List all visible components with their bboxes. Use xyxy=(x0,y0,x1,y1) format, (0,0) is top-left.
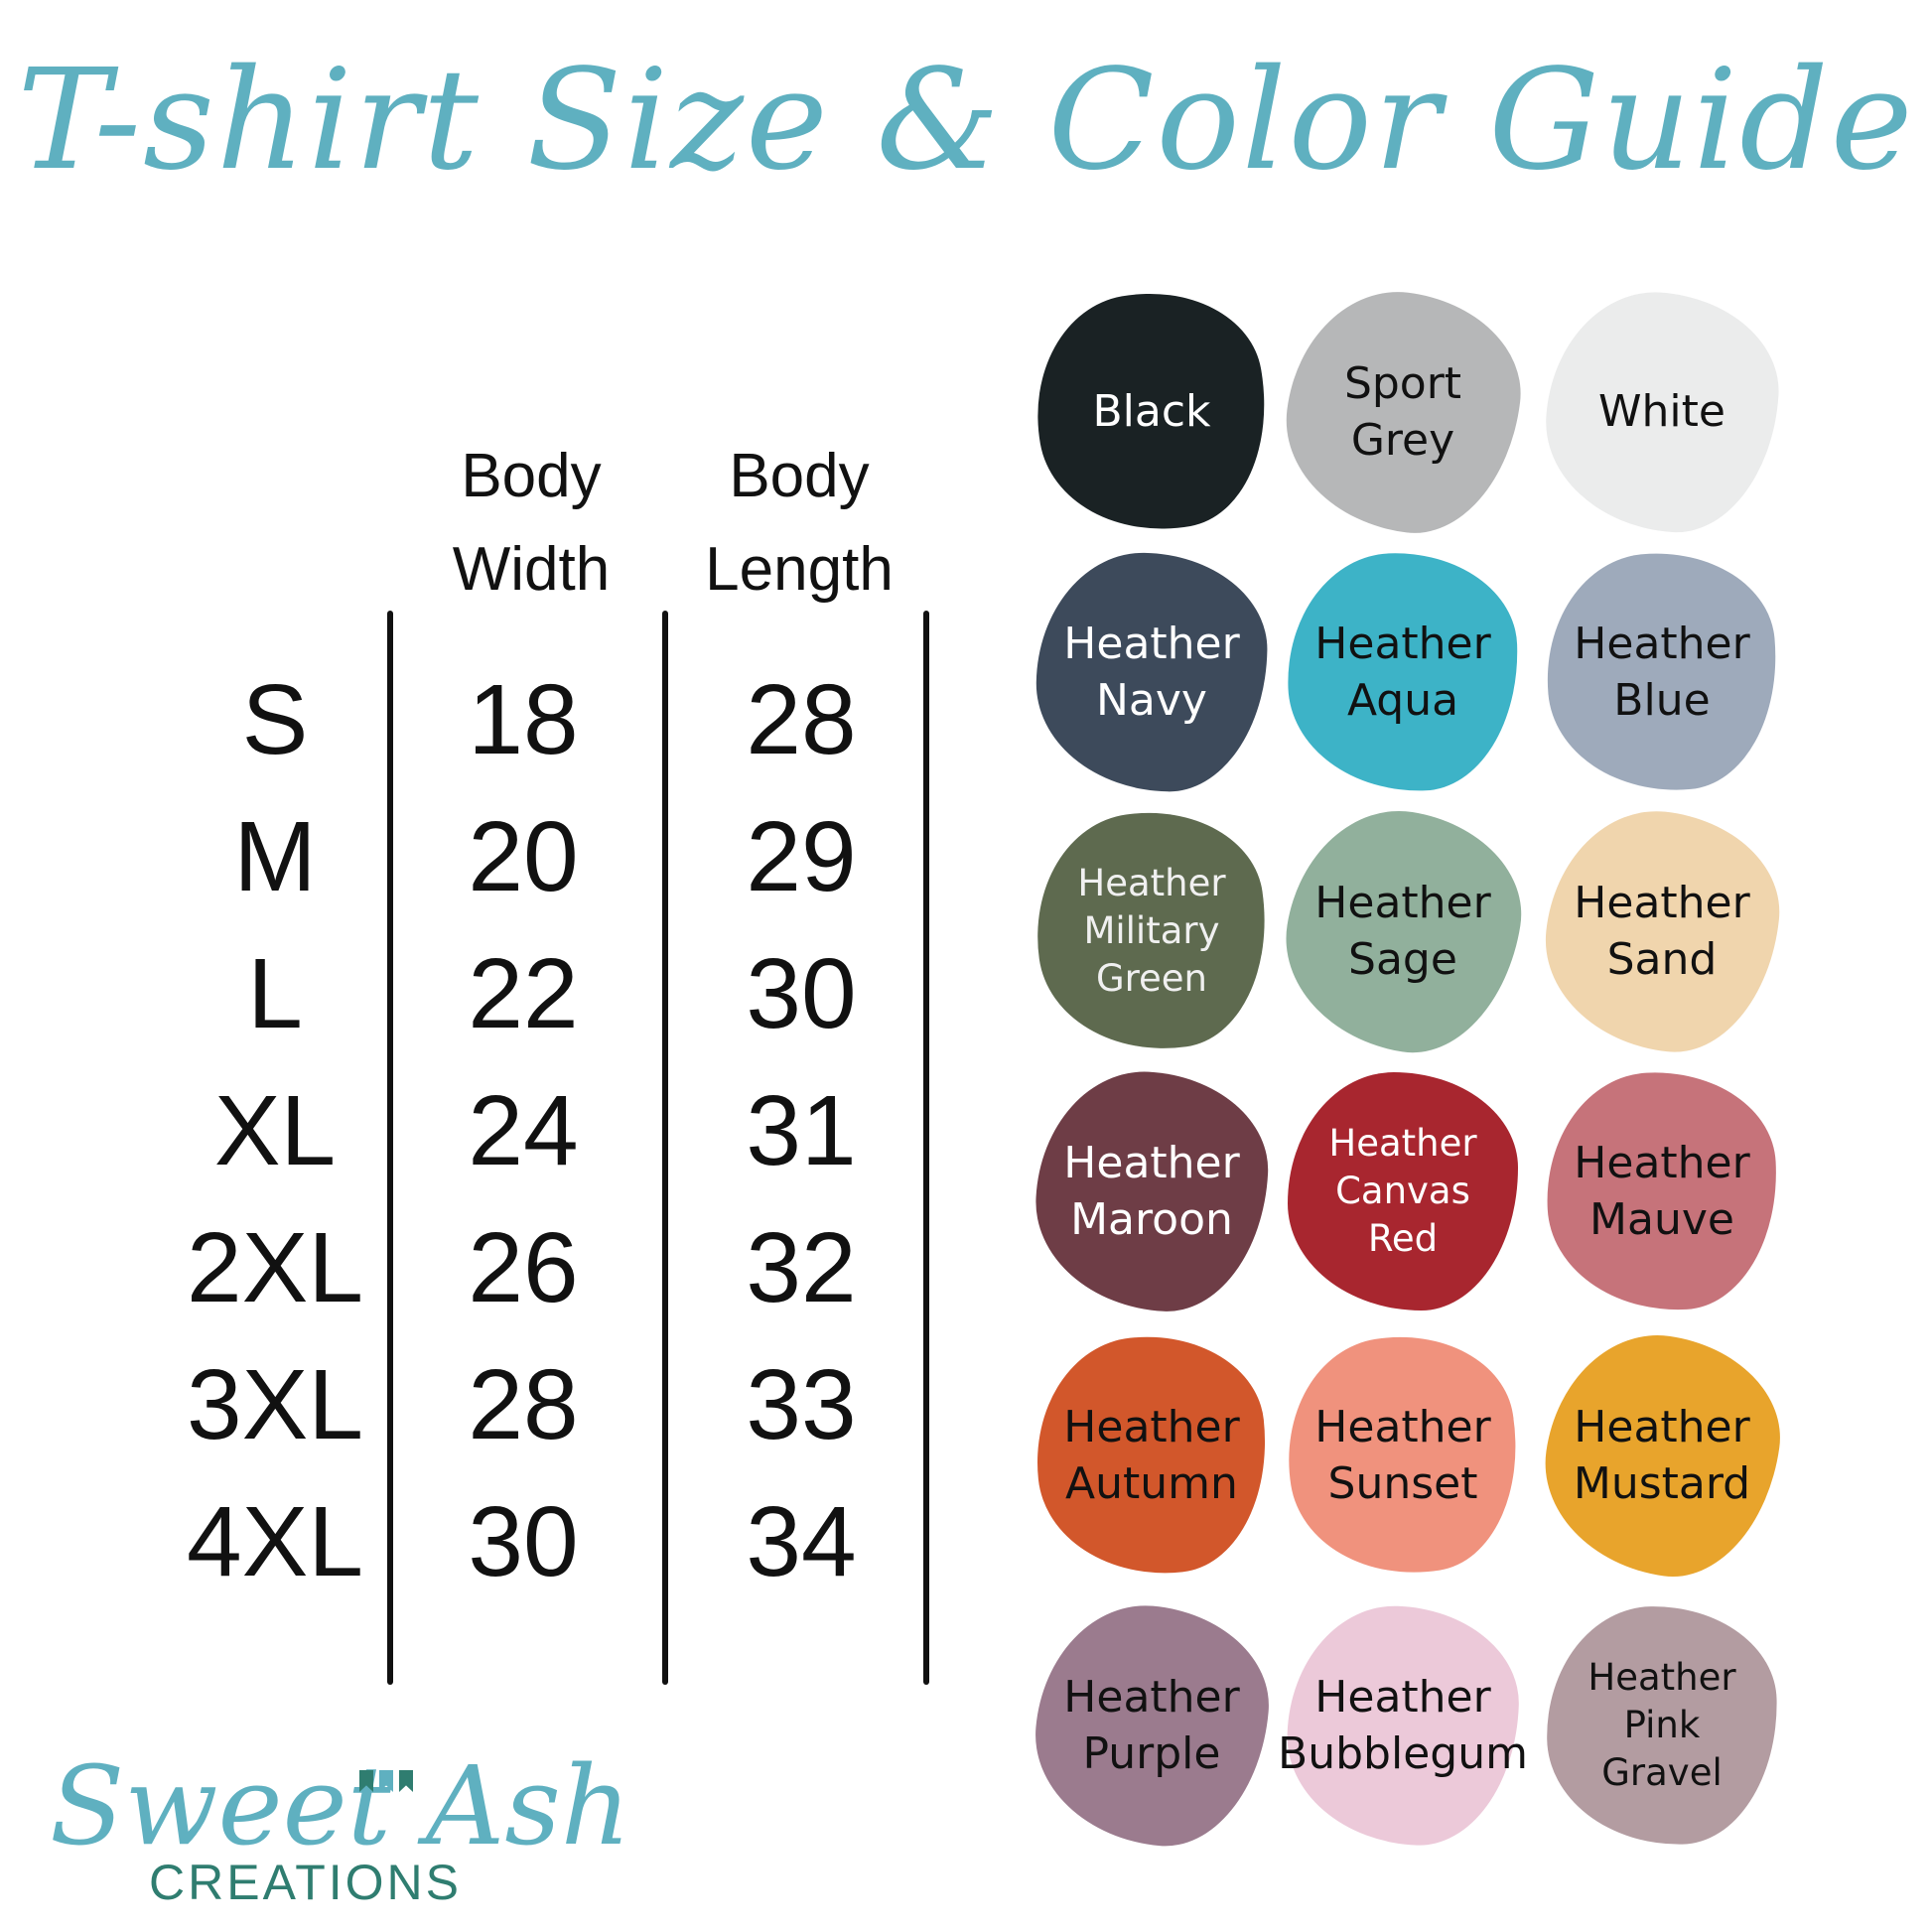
color-swatch: Sport Grey xyxy=(1274,279,1532,545)
table-cell-length: 33 xyxy=(746,1349,857,1460)
table-cell-length: 29 xyxy=(746,801,857,912)
color-swatch: Heather Purple xyxy=(1026,1596,1278,1855)
logo-script: Sweet Ash xyxy=(50,1742,631,1869)
swatch-label: Heather Mustard xyxy=(1573,1401,1751,1509)
color-swatch: Heather Sage xyxy=(1270,795,1536,1067)
color-swatch: Heather Blue xyxy=(1536,543,1788,801)
color-swatch: Heather Maroon xyxy=(1030,1066,1274,1316)
table-cell-length: 28 xyxy=(746,664,857,775)
column-divider xyxy=(387,611,393,1685)
color-swatch: Heather Aqua xyxy=(1283,549,1523,795)
swatch-label: Heather Maroon xyxy=(1063,1137,1240,1245)
header-body-length: Body Length xyxy=(670,430,928,617)
swatch-label: Heather Pink Gravel xyxy=(1587,1655,1736,1795)
header-body-width: Body Width xyxy=(402,430,660,617)
swatch-label: Sport Grey xyxy=(1343,357,1462,466)
logo-subtitle: CREATIONS xyxy=(149,1855,462,1910)
color-swatch: Heather Military Green xyxy=(1021,797,1283,1065)
swatch-label: Heather Mauve xyxy=(1574,1137,1750,1245)
swatch-label: Heather Sand xyxy=(1574,877,1750,985)
brand-logo: Sweet Ash CREATIONS xyxy=(50,1742,631,1911)
color-swatch: Heather Pink Gravel xyxy=(1544,1603,1780,1848)
bunting-icon xyxy=(359,1770,413,1792)
header-line: Body xyxy=(461,442,602,510)
table-cell-width: 28 xyxy=(468,1349,579,1460)
swatch-label: Heather Bubblegum xyxy=(1278,1671,1528,1779)
table-cell-width: 20 xyxy=(468,801,579,912)
table-cell-width: 18 xyxy=(468,664,579,775)
header-line: Length xyxy=(705,535,894,604)
table-cell-size: S xyxy=(241,664,309,775)
color-swatch: Heather Sunset xyxy=(1270,1319,1536,1591)
table-cell-size: 4XL xyxy=(187,1486,363,1597)
color-swatch: White xyxy=(1538,285,1786,539)
column-divider xyxy=(662,611,668,1685)
table-cell-length: 32 xyxy=(746,1212,857,1323)
table-cell-length: 31 xyxy=(746,1075,857,1186)
swatch-label: Heather Military Green xyxy=(1077,861,1226,1001)
table-cell-width: 30 xyxy=(468,1486,579,1597)
header-line: Body xyxy=(729,442,870,510)
table-cell-size: M xyxy=(233,801,317,912)
table-cell-size: 3XL xyxy=(187,1349,363,1460)
table-cell-size: XL xyxy=(213,1075,337,1186)
color-swatch: Heather Sand xyxy=(1535,800,1789,1062)
table-cell-size: 2XL xyxy=(187,1212,363,1323)
table-cell-width: 24 xyxy=(468,1075,579,1186)
color-swatch: Heather Mustard xyxy=(1531,1321,1793,1589)
table-cell-width: 22 xyxy=(468,938,579,1049)
header-line: Width xyxy=(452,535,611,604)
swatch-label: Heather Navy xyxy=(1063,618,1240,726)
swatch-label: Heather Aqua xyxy=(1314,618,1491,726)
swatch-label: Heather Canvas Red xyxy=(1328,1121,1477,1261)
color-swatch: Heather Mauve xyxy=(1540,1066,1784,1316)
swatch-shape xyxy=(1288,1072,1518,1311)
table-cell-width: 26 xyxy=(468,1212,579,1323)
color-swatch: Heather Autumn xyxy=(1025,1324,1279,1587)
swatch-label: Black xyxy=(1092,386,1211,438)
swatch-label: Heather Sage xyxy=(1314,877,1491,985)
table-cell-size: L xyxy=(247,938,303,1049)
color-swatch: Heather Canvas Red xyxy=(1288,1072,1518,1311)
swatch-label: Heather Purple xyxy=(1063,1671,1240,1779)
color-swatch: Heather Bubblegum xyxy=(1278,1602,1528,1849)
swatch-label: Heather Blue xyxy=(1574,618,1750,726)
color-swatch: Black xyxy=(1017,274,1287,550)
swatch-label: Heather Autumn xyxy=(1063,1401,1240,1509)
swatch-label: Heather Sunset xyxy=(1314,1401,1491,1509)
table-cell-length: 30 xyxy=(746,938,857,1049)
color-swatch: Heather Navy xyxy=(1034,550,1270,794)
page-title: T-shirt Size & Color Guide xyxy=(17,40,1915,202)
table-cell-length: 34 xyxy=(746,1486,857,1597)
swatch-label: White xyxy=(1598,386,1725,438)
column-divider xyxy=(923,611,929,1685)
